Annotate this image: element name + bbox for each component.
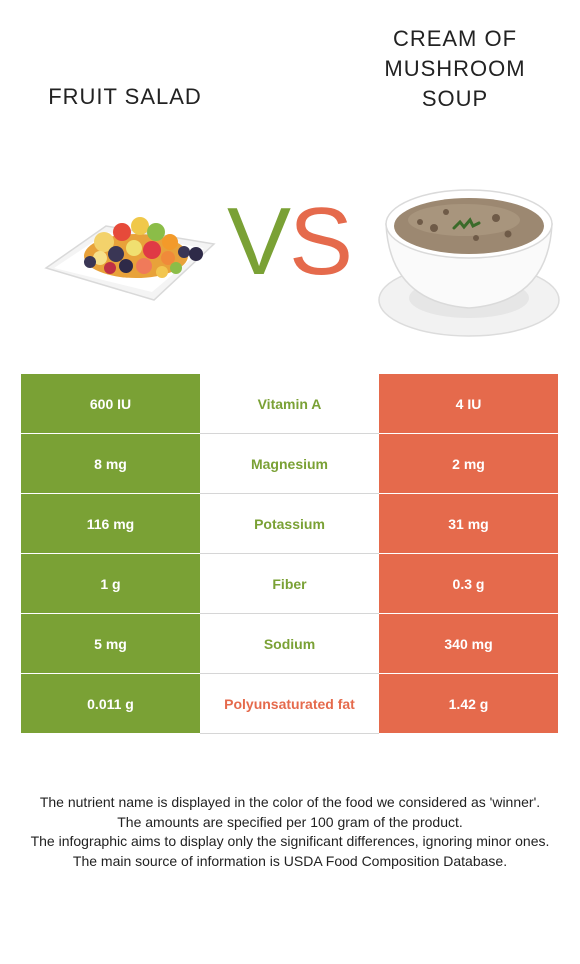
fruit-salad-image — [44, 217, 216, 301]
right-value: 31 mg — [379, 493, 558, 554]
vs-letter-v: V — [226, 188, 291, 295]
footnote: The main source of information is USDA F… — [72, 852, 508, 869]
footnote: The amounts are specified per 100 gram o… — [117, 813, 463, 830]
nutrient-name: Potassium — [200, 493, 379, 554]
right-value: 4 IU — [379, 374, 558, 434]
comparison-table: 600 IU Vitamin A 4 IU 8 mg Magnesium 2 m… — [21, 374, 558, 734]
mushroom-soup-image — [378, 189, 560, 337]
right-value: 2 mg — [379, 433, 558, 494]
right-food-title: CREAM OF MUSHROOM SOUP — [360, 24, 550, 114]
footnotes: The nutrient name is displayed in the co… — [14, 793, 566, 871]
right-value: 0.3 g — [379, 553, 558, 614]
vs-letter-s: S — [289, 188, 353, 295]
left-value: 600 IU — [21, 374, 200, 434]
nutrient-name: Sodium — [200, 613, 379, 674]
right-food-title-line-2: MUSHROOM — [384, 56, 526, 81]
table-row: 5 mg Sodium 340 mg — [21, 613, 558, 674]
table-row: 116 mg Potassium 31 mg — [21, 493, 558, 554]
left-food-title: FRUIT SALAD — [48, 84, 202, 109]
nutrient-name: Magnesium — [200, 433, 379, 494]
left-value: 8 mg — [21, 433, 200, 494]
table-row: 600 IU Vitamin A 4 IU — [21, 374, 558, 434]
table-row: 8 mg Magnesium 2 mg — [21, 433, 558, 494]
nutrient-name: Fiber — [200, 553, 379, 614]
footnote: The nutrient name is displayed in the co… — [39, 794, 541, 810]
left-value: 0.011 g — [21, 673, 200, 734]
table-row: 0.011 g Polyunsaturated fat 1.42 g — [21, 673, 558, 734]
nutrient-name: Polyunsaturated fat — [200, 673, 379, 734]
left-value: 1 g — [21, 553, 200, 614]
right-value: 340 mg — [379, 613, 558, 674]
left-value: 5 mg — [21, 613, 200, 674]
right-food-title-line-1: CREAM OF — [392, 26, 518, 51]
nutrient-name: Vitamin A — [200, 374, 379, 434]
footnote: The infographic aims to display only the… — [30, 833, 550, 849]
right-food-title-line-3: SOUP — [421, 86, 489, 111]
left-value: 116 mg — [21, 493, 200, 554]
vs-label: VS — [224, 192, 354, 292]
table-row: 1 g Fiber 0.3 g — [21, 553, 558, 614]
right-value: 1.42 g — [379, 673, 558, 734]
